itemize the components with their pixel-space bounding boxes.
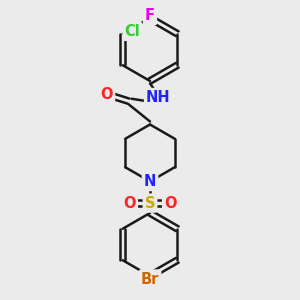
Text: N: N (144, 174, 156, 189)
Text: S: S (145, 196, 155, 211)
Text: O: O (123, 196, 136, 211)
Text: Cl: Cl (124, 24, 140, 39)
Text: NH: NH (146, 90, 171, 105)
Text: Br: Br (141, 272, 159, 286)
Text: F: F (145, 8, 155, 23)
Text: O: O (164, 196, 177, 211)
Text: O: O (100, 87, 113, 102)
